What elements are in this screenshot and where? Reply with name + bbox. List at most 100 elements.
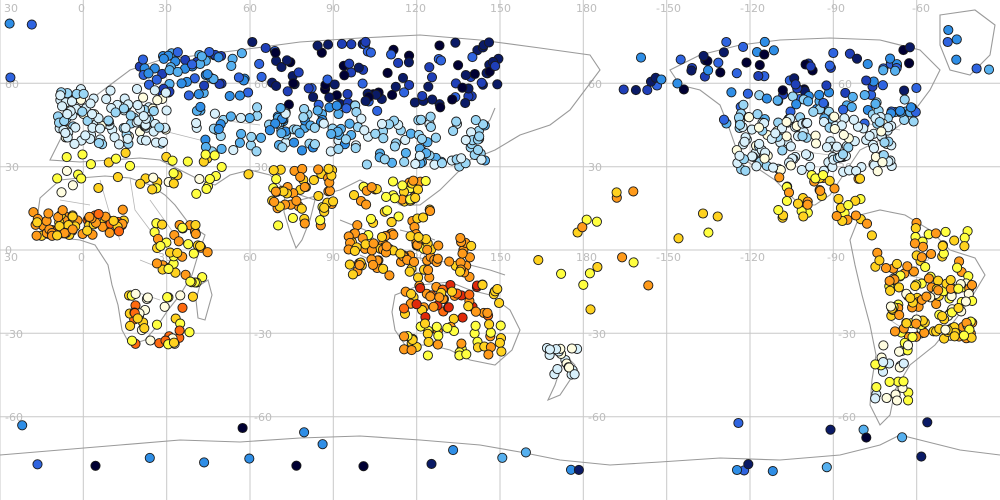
station-marker — [792, 198, 804, 209]
station-marker — [497, 452, 508, 463]
station-marker — [326, 128, 337, 140]
station-marker — [418, 212, 429, 223]
station-marker — [356, 113, 367, 124]
station-marker — [726, 87, 737, 98]
station-marker — [256, 71, 267, 82]
station-marker — [911, 82, 922, 94]
station-marker — [85, 98, 96, 109]
station-marker — [298, 112, 309, 123]
station-marker — [415, 114, 427, 125]
station-marker — [983, 64, 995, 75]
station-marker — [958, 330, 970, 341]
station-marker — [460, 98, 471, 109]
station-marker — [57, 101, 68, 112]
station-marker — [880, 263, 892, 274]
station-marker — [903, 395, 914, 406]
station-marker — [120, 122, 131, 133]
station-marker — [825, 424, 836, 435]
station-marker — [216, 143, 227, 154]
station-marker — [824, 175, 835, 186]
station-marker — [185, 276, 196, 287]
station-marker — [891, 395, 903, 406]
station-marker — [404, 79, 415, 91]
station-marker — [112, 172, 123, 183]
station-marker — [768, 45, 779, 56]
station-marker — [67, 224, 78, 235]
station-marker — [466, 240, 477, 251]
station-marker — [433, 240, 444, 251]
station-marker — [417, 90, 428, 102]
station-marker — [277, 142, 288, 153]
longitude-labels-top: 30 0 30 60 90 120 150 180 -150 -120 -90 … — [4, 2, 930, 15]
station-marker — [426, 458, 437, 469]
station-marker — [469, 68, 480, 80]
station-marker — [323, 163, 334, 174]
station-marker — [544, 344, 555, 355]
station-marker — [77, 106, 88, 117]
station-marker — [309, 139, 320, 150]
station-marker — [236, 128, 247, 139]
lon-label: -90 — [827, 2, 845, 15]
station-marker — [234, 90, 245, 101]
station-marker — [455, 266, 466, 277]
station-marker — [446, 286, 458, 297]
station-marker — [344, 118, 355, 129]
station-marker — [295, 171, 306, 182]
station-marker — [209, 108, 220, 119]
station-marker — [26, 19, 37, 30]
station-marker — [434, 292, 445, 303]
latitude-labels: 60 30 0 -30 -60 60 30 -30 -60 60 30 -30 … — [5, 78, 856, 424]
station-marker — [182, 156, 193, 167]
station-marker — [204, 46, 215, 58]
station-marker — [378, 133, 389, 144]
station-marker — [260, 42, 271, 54]
station-marker — [910, 223, 921, 234]
station-marker — [424, 62, 435, 73]
station-marker — [87, 109, 98, 120]
station-marker — [878, 65, 889, 76]
station-marker — [168, 337, 180, 348]
station-marker — [828, 47, 839, 59]
station-marker — [125, 110, 136, 121]
station-markers — [4, 18, 995, 477]
station-marker — [453, 60, 464, 71]
station-marker — [333, 143, 344, 155]
station-marker — [296, 203, 307, 214]
station-marker — [718, 114, 730, 125]
station-marker — [389, 193, 400, 204]
station-marker — [299, 181, 310, 193]
lon-label: 150 — [490, 251, 511, 264]
station-marker — [308, 175, 319, 186]
station-marker — [425, 205, 436, 217]
station-marker — [145, 335, 156, 346]
station-marker — [617, 252, 628, 263]
station-marker — [358, 461, 369, 472]
station-marker — [382, 205, 393, 216]
station-marker — [234, 137, 245, 148]
station-marker — [423, 336, 434, 348]
station-marker — [803, 96, 814, 107]
station-marker — [132, 313, 143, 324]
station-marker — [767, 466, 778, 477]
station-marker — [715, 67, 726, 78]
station-marker — [5, 72, 16, 83]
station-marker — [393, 211, 404, 222]
station-marker — [69, 138, 80, 149]
lon-label: 30 — [4, 251, 18, 264]
station-marker — [476, 154, 487, 165]
station-marker — [426, 72, 438, 83]
station-marker — [448, 125, 459, 137]
station-marker — [151, 319, 163, 330]
station-marker — [109, 132, 120, 143]
station-marker — [759, 49, 770, 60]
station-marker — [117, 204, 128, 215]
station-marker — [190, 228, 201, 240]
station-marker — [350, 143, 361, 154]
station-marker — [672, 78, 683, 89]
station-marker — [162, 292, 173, 303]
station-marker — [838, 129, 849, 140]
lat-label: 0 — [5, 244, 12, 257]
station-marker — [885, 285, 896, 296]
station-marker — [348, 190, 360, 201]
